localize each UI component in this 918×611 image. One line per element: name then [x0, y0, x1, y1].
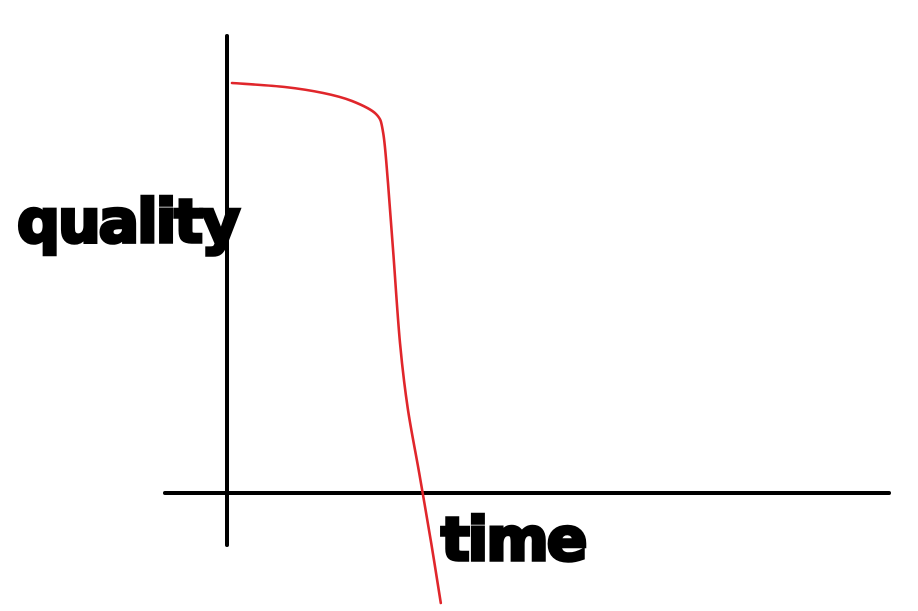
- series-line-0: [230, 81, 443, 605]
- y-axis-label: quality: [17, 187, 240, 257]
- series-layer: [230, 81, 443, 605]
- x-axis-label: time: [441, 505, 585, 575]
